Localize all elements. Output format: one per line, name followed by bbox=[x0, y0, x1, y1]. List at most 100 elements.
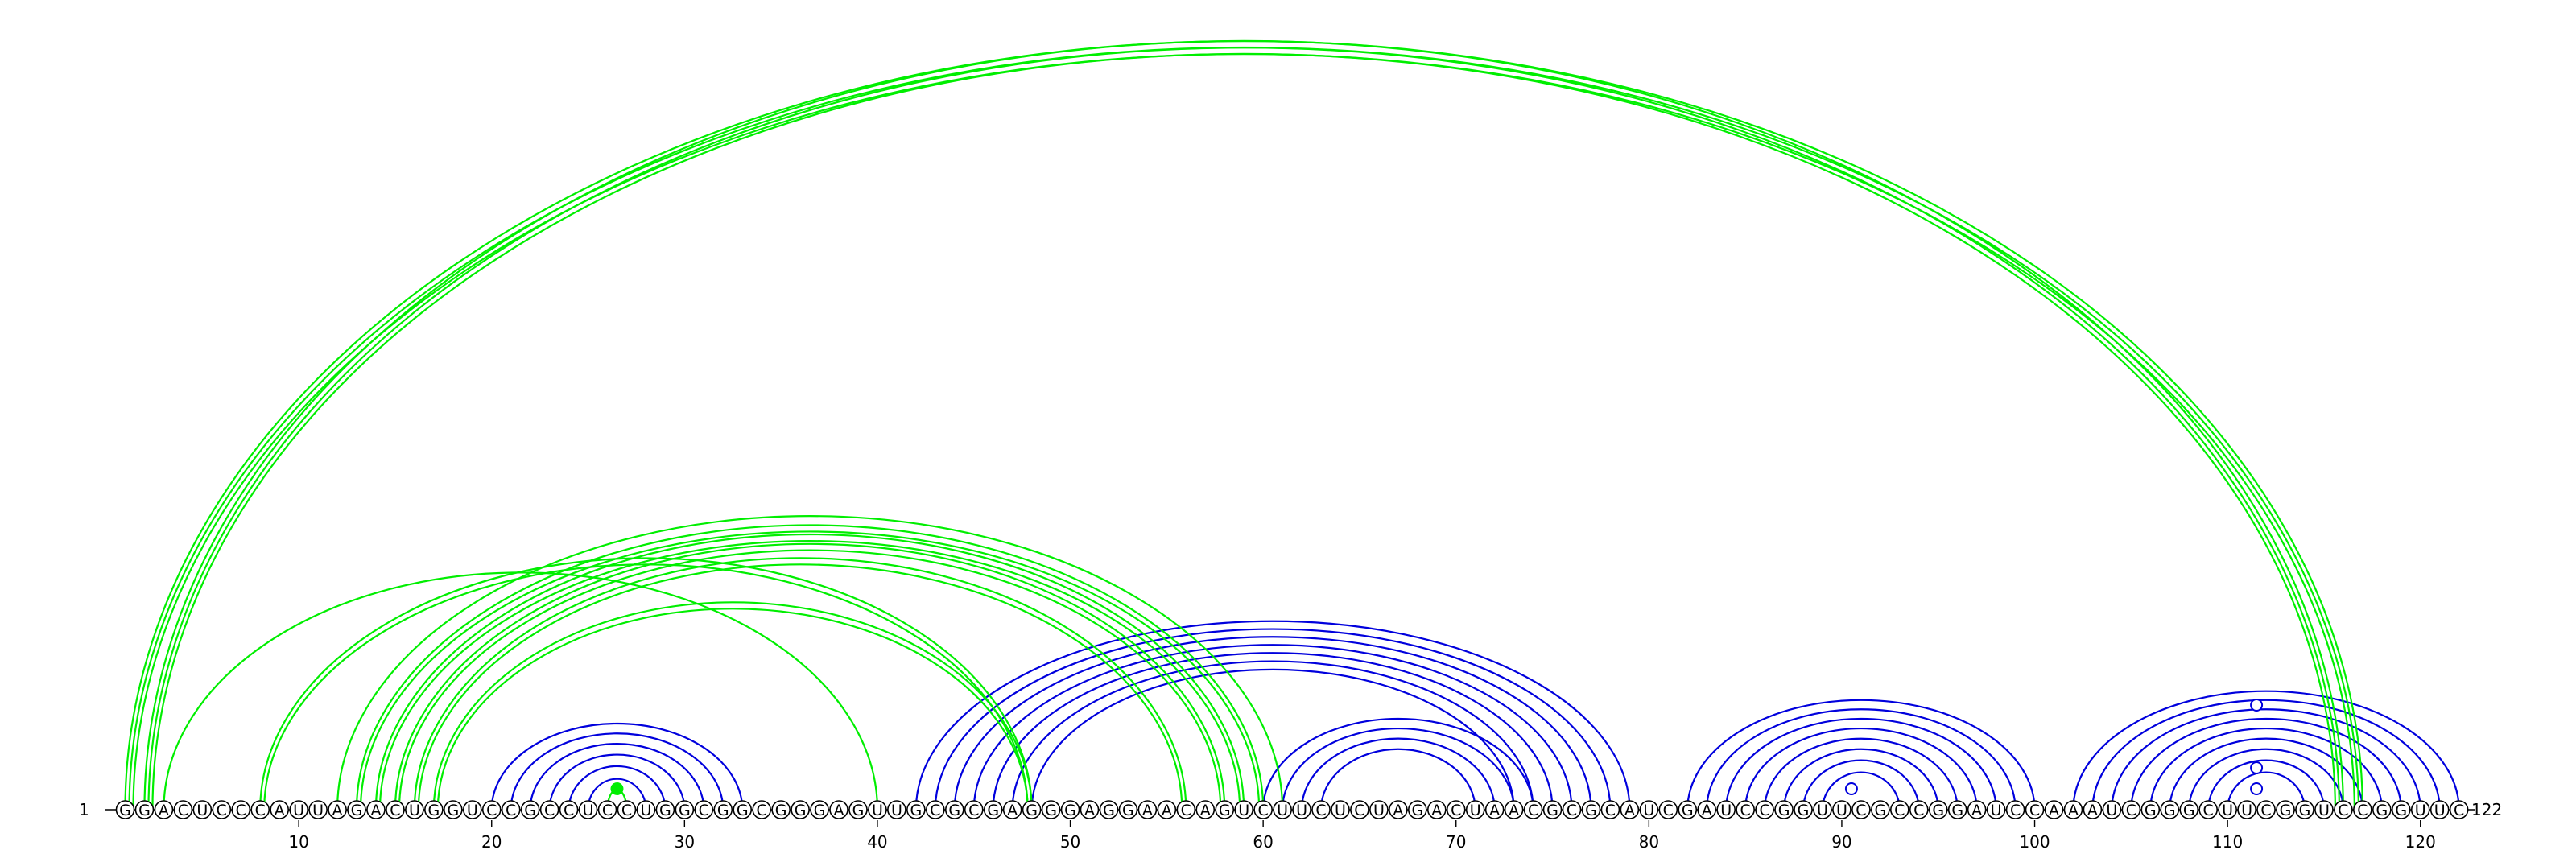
nucleotide-circle bbox=[906, 800, 926, 819]
nucleotide-letter: C bbox=[217, 802, 227, 819]
tick-label: 70 bbox=[1446, 832, 1466, 852]
nucleotide: G bbox=[1774, 800, 1794, 819]
nucleotide-letter: C bbox=[2126, 802, 2136, 819]
blue-pair-arc bbox=[934, 628, 1612, 811]
nucleotide-circle bbox=[1755, 800, 1774, 819]
nucleotide-letter: G bbox=[2183, 802, 2195, 819]
nucleotide: C bbox=[752, 800, 771, 819]
position-axis: 10 20 30 40 50 60 70 80 90 100 110 120 bbox=[288, 820, 2436, 852]
nucleotide: C bbox=[694, 800, 714, 819]
nucleotide-letter: U bbox=[1817, 802, 1828, 819]
nucleotide-letter: A bbox=[370, 802, 381, 819]
nucleotide: C bbox=[2256, 800, 2276, 819]
nucleotide: U bbox=[1716, 800, 1736, 819]
nucleotide-letter: A bbox=[1971, 802, 1982, 819]
nucleotide-letter: U bbox=[409, 802, 420, 819]
nucleotide-circle bbox=[1504, 800, 1524, 819]
nucleotide-letter: U bbox=[1720, 802, 1732, 819]
nucleotide-circle bbox=[1408, 800, 1427, 819]
blue-pair-arc bbox=[2130, 717, 2402, 811]
nucleotide: C bbox=[1350, 800, 1369, 819]
green-pair-arc bbox=[336, 514, 1284, 811]
nucleotide-letter: G bbox=[1951, 802, 1963, 819]
nucleotide-letter: A bbox=[1489, 802, 1500, 819]
blue-pair-arc bbox=[548, 753, 686, 811]
nucleotide-circle bbox=[1060, 800, 1080, 819]
nucleotide-letter: A bbox=[159, 802, 169, 819]
nucleotide-letter: G bbox=[1778, 802, 1790, 819]
nucleotide-letter: G bbox=[814, 802, 826, 819]
nucleotide: G bbox=[1022, 800, 1042, 819]
nucleotide: C bbox=[617, 800, 637, 819]
nucleotide-letter: C bbox=[2029, 802, 2040, 819]
green-pair-arc bbox=[359, 530, 1261, 811]
nucleotide: G bbox=[2179, 800, 2199, 819]
nucleotide-letter: U bbox=[1373, 802, 1385, 819]
nucleotide: A bbox=[1967, 800, 1987, 819]
nucleotide-letter: U bbox=[293, 802, 304, 819]
nucleotide-circle bbox=[231, 800, 251, 819]
nucleotide: C bbox=[2449, 800, 2469, 819]
nucleotide-letter: G bbox=[1122, 802, 1134, 819]
nucleotide-circle bbox=[2334, 800, 2353, 819]
nucleotide-letter: G bbox=[1045, 802, 1057, 819]
blue-pair-arc bbox=[587, 778, 647, 811]
blue-pair-arc bbox=[1686, 699, 2036, 811]
nucleotide-letter: U bbox=[1643, 802, 1654, 819]
nucleotide-circle bbox=[868, 800, 887, 819]
nucleotide: C bbox=[250, 800, 270, 819]
nucleotide: A bbox=[1157, 800, 1177, 819]
nucleotide: A bbox=[829, 800, 848, 819]
nucleotide-letter: U bbox=[1277, 802, 1288, 819]
blue-pair-arc bbox=[2091, 699, 2441, 811]
nucleotide-circle bbox=[636, 800, 656, 819]
nucleotide-circle bbox=[675, 800, 695, 819]
nucleotide-letter: U bbox=[583, 802, 594, 819]
nucleotide-circle bbox=[617, 800, 637, 819]
nucleotide-letter: U bbox=[2241, 802, 2252, 819]
nucleotide-circle bbox=[1852, 800, 1871, 819]
nucleotide-circle bbox=[2121, 800, 2141, 819]
nucleotide: U bbox=[2237, 800, 2256, 819]
nucleotide: G bbox=[906, 800, 926, 819]
nucleotide: U bbox=[1369, 800, 1389, 819]
nucleotide: U bbox=[1832, 800, 1852, 819]
nucleotide: G bbox=[2372, 800, 2392, 819]
nucleotide-circle bbox=[1928, 800, 1948, 819]
nucleotide: G bbox=[115, 800, 135, 819]
nucleotide: U bbox=[887, 800, 906, 819]
nucleotide-circle bbox=[462, 800, 482, 819]
nucleotide-letter: G bbox=[2395, 802, 2407, 819]
nucleotide: A bbox=[1389, 800, 1408, 819]
nucleotide: C bbox=[1600, 800, 1620, 819]
nucleotide-circle bbox=[2391, 800, 2411, 819]
tick-label: 80 bbox=[1639, 832, 1659, 852]
nucleotide-circle bbox=[154, 800, 174, 819]
nucleotide-circle bbox=[1697, 800, 1717, 819]
nucleotide-circle bbox=[1562, 800, 1582, 819]
nucleotide-circle bbox=[1832, 800, 1852, 819]
nucleotide-letter: U bbox=[2106, 802, 2117, 819]
nucleotide-letter: U bbox=[1470, 802, 1481, 819]
blue-pair-arc bbox=[992, 652, 1554, 811]
nucleotide-letter: A bbox=[2049, 802, 2059, 819]
nucleotide-circle bbox=[1736, 800, 1755, 819]
nucleotide-letter: C bbox=[1354, 802, 1364, 819]
nucleotide-circle bbox=[308, 800, 328, 819]
nucleotide-circle bbox=[1176, 800, 1196, 819]
nucleotide-letter: G bbox=[1064, 802, 1076, 819]
nucleotide-letter: U bbox=[2415, 802, 2426, 819]
nucleotide-letter: C bbox=[1315, 802, 1326, 819]
nucleotide-circle bbox=[1273, 800, 1292, 819]
blue-pair-arc bbox=[1300, 737, 1496, 811]
green-pair-arc bbox=[432, 601, 1033, 811]
blue-pair-arc bbox=[1744, 727, 1978, 811]
nucleotide: U bbox=[289, 800, 308, 819]
nucleotide-circle bbox=[2083, 800, 2103, 819]
nucleotide-letter: G bbox=[1103, 802, 1115, 819]
nucleotide-letter: G bbox=[2164, 802, 2176, 819]
nucleotide: G bbox=[713, 800, 733, 819]
nucleotide-letter: G bbox=[2299, 802, 2311, 819]
nucleotide-circle bbox=[1581, 800, 1601, 819]
